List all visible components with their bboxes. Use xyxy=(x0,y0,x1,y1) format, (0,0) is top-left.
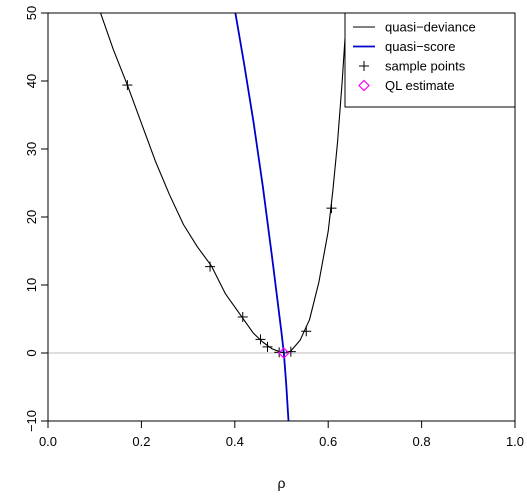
y-axis: −10 0 10 20 30 40 50 xyxy=(24,6,48,432)
legend: quasi−deviance quasi−score sample points QL… xyxy=(344,12,516,108)
sample-point xyxy=(301,326,312,337)
y-tick-label: 10 xyxy=(24,278,39,292)
y-tick-label: 30 xyxy=(24,142,39,156)
sample-point xyxy=(326,203,337,214)
y-tick-label: 0 xyxy=(24,349,39,356)
sample-point xyxy=(205,261,216,272)
legend-key xyxy=(358,79,370,92)
series-line xyxy=(99,13,348,354)
legend-label: sample points xyxy=(385,59,466,74)
y-tick-label: 40 xyxy=(24,74,39,88)
series-layer xyxy=(99,13,348,421)
x-tick-label: 0.0 xyxy=(39,434,57,449)
sample-point xyxy=(237,311,248,322)
legend-key xyxy=(359,61,369,71)
legend-label: quasi−deviance xyxy=(385,20,476,35)
x-tick-label: 0.2 xyxy=(132,434,150,449)
legend-label: QL estimate xyxy=(385,78,455,93)
x-tick-label: 1.0 xyxy=(506,434,524,449)
sample-point xyxy=(255,334,266,345)
ql-estimate-point xyxy=(277,347,290,359)
x-tick-label: 0.6 xyxy=(319,434,337,449)
series-line xyxy=(234,13,290,421)
y-tick-label: 50 xyxy=(24,6,39,20)
y-tick-label: −10 xyxy=(24,410,39,432)
x-tick-label: 0.4 xyxy=(226,434,244,449)
legend-label: quasi−score xyxy=(385,39,455,54)
y-tick-label: 20 xyxy=(24,210,39,224)
x-axis-title: ρ xyxy=(278,475,286,491)
markers-layer xyxy=(122,80,337,359)
sample-point xyxy=(262,341,273,352)
x-axis: 0.0 0.2 0.4 0.6 0.8 1.0 xyxy=(39,421,524,449)
x-tick-label: 0.8 xyxy=(413,434,431,449)
sample-point xyxy=(122,80,133,91)
legend-box xyxy=(344,12,516,108)
